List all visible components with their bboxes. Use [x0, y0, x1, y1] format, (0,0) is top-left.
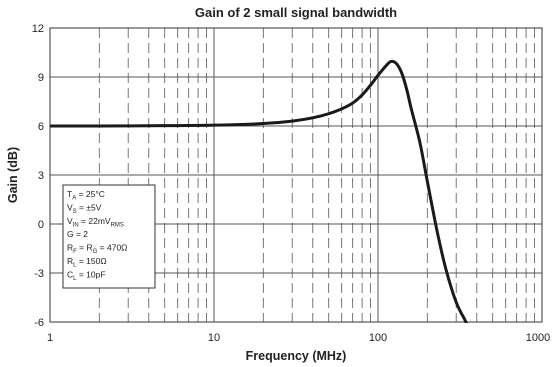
y-tick-label: 12: [32, 23, 44, 35]
condition-line: G = 2: [67, 229, 88, 239]
y-tick-label: 3: [38, 170, 44, 182]
condition-line: RL = 150Ω: [67, 256, 107, 269]
x-tick-label: 1000: [526, 332, 550, 344]
x-tick-label: 10: [208, 332, 220, 344]
conditions-box-frame: [62, 184, 156, 289]
y-tick-label: -3: [34, 268, 44, 280]
y-tick-label: -6: [34, 317, 44, 329]
y-axis-ticks: 12 9 6 3 0 -3 -6: [32, 23, 44, 329]
gain-series-line: [50, 59, 468, 323]
x-tick-label: 100: [369, 332, 387, 344]
condition-line: VIN = 22mVRMS: [67, 216, 124, 229]
x-tick-label: 1: [47, 332, 53, 344]
condition-line: TA = 25°C: [67, 189, 105, 202]
chart-title: Gain of 2 small signal bandwidth: [195, 5, 397, 20]
y-tick-label: 6: [38, 121, 44, 133]
plot-frame: [49, 27, 543, 323]
condition-line: VS = ±5V: [67, 202, 102, 215]
condition-line: RF = RG = 470Ω: [67, 243, 128, 256]
grid: [50, 28, 542, 322]
condition-line: CL = 10pF: [67, 269, 106, 282]
x-axis-label: Frequency (MHz): [246, 349, 347, 363]
y-tick-label: 0: [38, 219, 44, 231]
y-tick-label: 9: [38, 72, 44, 84]
x-axis-ticks: 1 10 100 1000: [47, 332, 550, 344]
y-axis-label: Gain (dB): [6, 147, 20, 203]
